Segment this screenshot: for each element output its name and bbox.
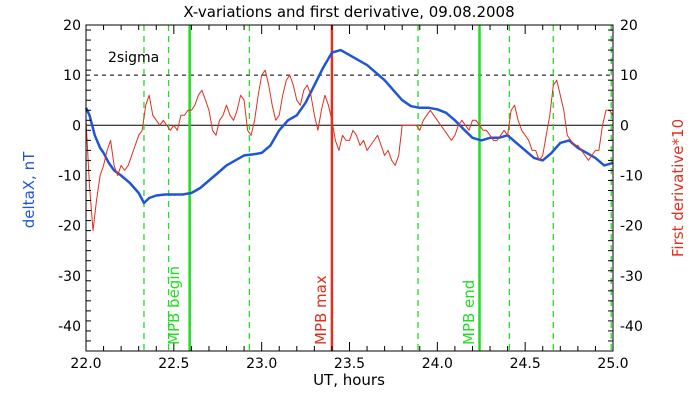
mpb-begin-label: MPB begin: [165, 266, 183, 345]
y-axis-right-title: First derivative*10: [669, 119, 687, 257]
y-tick-label-left-4: -20: [58, 219, 81, 235]
y-tick-label-left-6: -40: [58, 319, 81, 335]
series-layer: [84, 48, 614, 232]
mpb-max-label: MPB max: [312, 275, 330, 345]
x-tick-label-3: 23.5: [334, 356, 365, 372]
sigma-label: 2sigma: [108, 50, 159, 66]
x-tick-label-6: 25.0: [597, 356, 628, 372]
vertical-markers-layer: [143, 25, 612, 351]
deltax-series-line: [84, 48, 614, 205]
y-tick-label-right-0: 20: [620, 18, 638, 34]
derivative-series-line: [85, 69, 614, 232]
y-tick-label-left-3: -10: [58, 168, 81, 184]
y-axis-left-title: deltaX, nT: [20, 151, 38, 228]
y-tick-label-left-1: 10: [63, 68, 81, 84]
x-tick-label-2: 23.0: [246, 356, 277, 372]
x-tick-label-1: 22.5: [158, 356, 189, 372]
ticks-layer: 22.0 22.5 23.0 23.5 24.0 24.5 25.0 20 20 10 10 0 0 -1…: [58, 18, 643, 372]
y-tick-label-left-5: -30: [58, 269, 81, 285]
y-tick-label-right-5: -30: [620, 269, 643, 285]
y-tick-label-right-4: -20: [620, 219, 643, 235]
y-tick-label-left-0: 20: [63, 18, 81, 34]
reference-lines-layer: [86, 74, 613, 126]
x-axis-title: UT, hours: [313, 371, 385, 389]
chart-title: X-variations and first derivative, 09.08…: [183, 3, 514, 21]
x-tick-label-0: 22.0: [70, 356, 101, 372]
x-tick-label-5: 24.5: [510, 356, 541, 372]
y-tick-label-left-2: 0: [72, 118, 81, 134]
mpb-end-label: MPB end: [460, 280, 478, 345]
y-tick-label-right-6: -40: [620, 319, 643, 335]
x-tick-label-4: 24.0: [422, 356, 453, 372]
y-tick-label-right-2: 0: [620, 118, 629, 134]
y-tick-label-right-3: -10: [620, 168, 643, 184]
y-tick-label-right-1: 10: [620, 68, 638, 84]
